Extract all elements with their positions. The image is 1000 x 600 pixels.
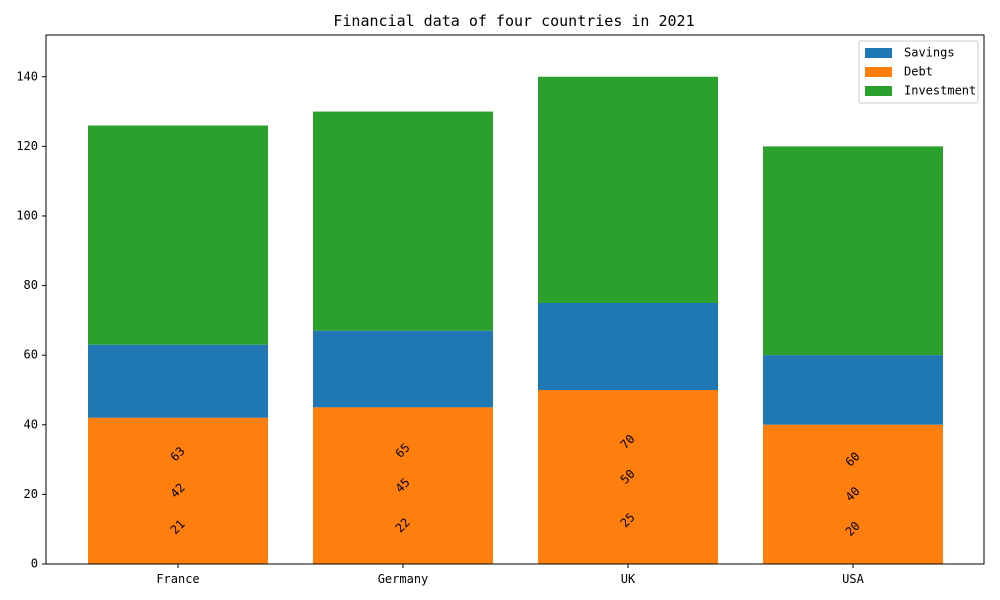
legend-label-debt: Debt	[904, 65, 933, 79]
bars-layer	[88, 76, 943, 564]
y-tick-label: 60	[24, 348, 38, 362]
legend-swatch-debt	[865, 67, 892, 77]
bar-investment-germany	[313, 111, 493, 331]
y-tick-label: 120	[16, 139, 38, 153]
bar-savings-germany	[313, 330, 493, 408]
bar-savings-usa	[763, 355, 943, 425]
x-tick-label: UK	[621, 572, 636, 586]
y-tick-label: 0	[31, 557, 38, 571]
bar-debt-france	[88, 417, 268, 564]
bar-debt-germany	[313, 407, 493, 564]
y-tick-label: 80	[24, 278, 38, 292]
x-tick-label: USA	[842, 572, 864, 586]
bar-debt-uk	[538, 389, 718, 564]
legend-label-investment: Investment	[904, 84, 976, 98]
legend-label-savings: Savings	[904, 46, 955, 60]
x-tick-label: Germany	[378, 572, 429, 586]
y-tick-label: 20	[24, 487, 38, 501]
bar-investment-usa	[763, 146, 943, 356]
bar-savings-uk	[538, 302, 718, 390]
bar-investment-uk	[538, 76, 718, 303]
bar-savings-france	[88, 344, 268, 418]
x-axis: France Germany UK USA	[156, 564, 865, 586]
y-tick-label: 100	[16, 208, 38, 222]
legend-swatch-investment	[865, 86, 892, 96]
x-tick-label: France	[156, 572, 199, 586]
y-tick-label: 40	[24, 417, 38, 431]
y-axis: 0 20 40 60 80 100 120 140	[16, 69, 46, 571]
chart-title: Financial data of four countries in 2021	[333, 12, 694, 30]
bar-debt-usa	[763, 424, 943, 564]
plot-area-frame	[45, 34, 985, 565]
legend-swatch-savings	[865, 48, 892, 58]
bar-investment-france	[88, 125, 268, 345]
y-tick-label: 140	[16, 69, 38, 83]
legend: Savings Debt Investment	[858, 40, 979, 104]
